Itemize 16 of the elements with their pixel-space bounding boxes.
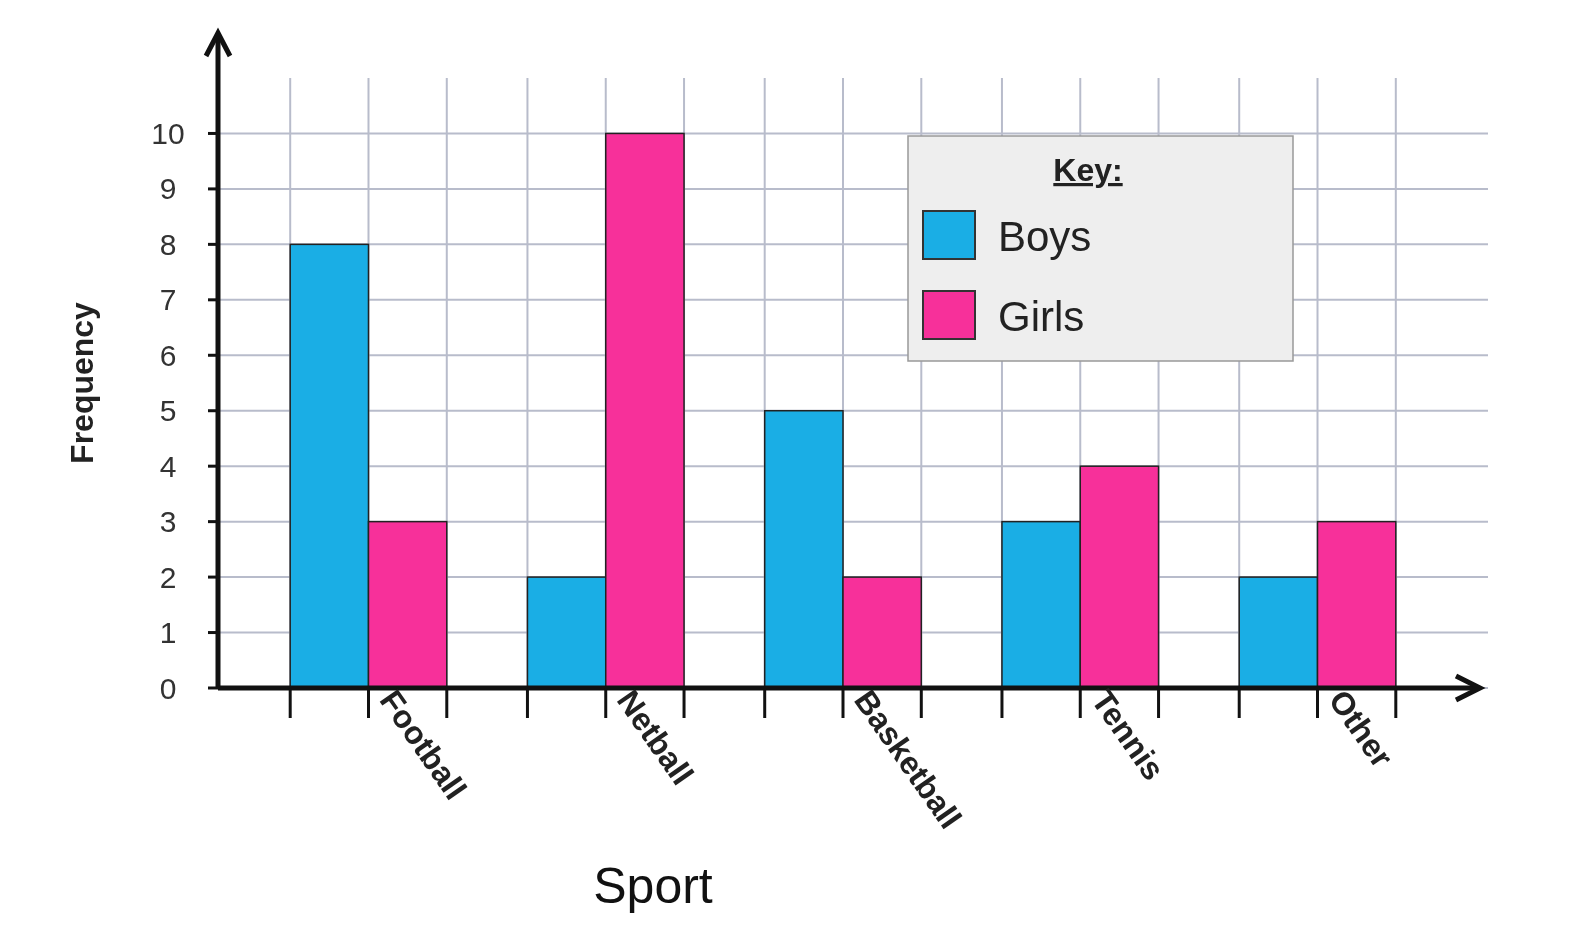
y-tick-label: 1 bbox=[159, 616, 177, 650]
y-tick-label: 0 bbox=[159, 671, 177, 705]
y-tick-label: 7 bbox=[159, 283, 177, 317]
x-axis-title: Sport bbox=[593, 858, 713, 914]
y-tick-label: 2 bbox=[159, 560, 177, 594]
y-tick-label: 5 bbox=[159, 394, 177, 428]
y-tick-label: 8 bbox=[159, 227, 177, 261]
y-tick-label: 10 bbox=[151, 116, 185, 150]
y-tick-label: 6 bbox=[159, 338, 177, 372]
y-tick-label: 9 bbox=[159, 172, 177, 206]
y-tick-label: 4 bbox=[159, 449, 177, 483]
legend-label: Boys bbox=[998, 212, 1092, 260]
legend-label: Girls bbox=[998, 292, 1085, 340]
legend-title: Key: bbox=[1053, 152, 1123, 188]
y-axis-title: Frequency bbox=[64, 301, 100, 464]
y-tick-label: 3 bbox=[159, 505, 177, 539]
